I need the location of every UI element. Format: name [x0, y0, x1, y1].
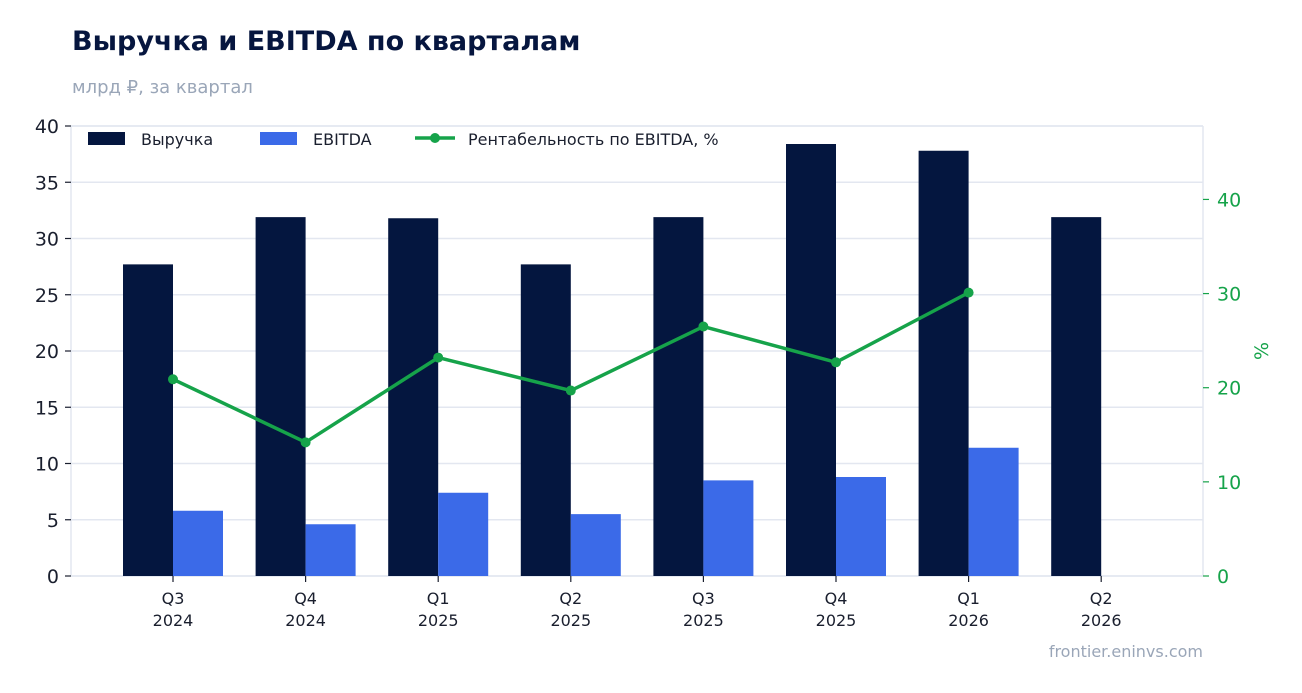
- x-tick-label-quarter: Q2: [559, 589, 582, 608]
- x-tick-label-quarter: Q3: [692, 589, 715, 608]
- x-tick-label-quarter: Q2: [1090, 589, 1113, 608]
- revenue-bar: [255, 217, 306, 576]
- margin-line: [168, 287, 974, 448]
- source-label: frontier.eninvs.com: [1048, 642, 1203, 661]
- revenue-bar: [388, 218, 439, 576]
- revenue-bar: [918, 150, 969, 576]
- legend-label-revenue: Выручка: [141, 130, 213, 149]
- revenue-bar: [1051, 217, 1102, 576]
- revenue-bar: [653, 217, 704, 576]
- legend-swatch-margin-point: [430, 133, 440, 143]
- x-tick-label-year: 2025: [683, 611, 724, 630]
- margin-point: [963, 287, 974, 298]
- margin-point: [698, 321, 709, 332]
- x-tick-label-year: 2024: [285, 611, 326, 630]
- legend-label-margin: Рентабельность по EBITDA, %: [468, 130, 719, 149]
- right-tick-label: 20: [1217, 378, 1241, 400]
- x-tick-label-quarter: Q1: [427, 589, 450, 608]
- left-tick-label: 35: [35, 172, 59, 194]
- revenue-bar: [123, 264, 173, 576]
- ebitda-bar: [305, 524, 356, 576]
- left-tick-label: 5: [47, 510, 59, 532]
- ebitda-bar: [836, 477, 886, 576]
- revenue-bar: [520, 264, 571, 576]
- x-tick-label-year: 2025: [418, 611, 459, 630]
- ebitda-bar: [173, 510, 223, 576]
- ebitda-bar: [968, 447, 1019, 576]
- chart-subtitle: млрд ₽, за квартал: [72, 77, 253, 98]
- left-tick-label: 20: [35, 341, 59, 363]
- legend-label-ebitda: EBITDA: [313, 130, 372, 149]
- right-tick-label: 40: [1217, 189, 1241, 211]
- legend-swatch-ebitda: [260, 132, 297, 145]
- x-tick-label-quarter: Q1: [957, 589, 980, 608]
- ebitda-bar: [438, 492, 489, 576]
- left-tick-label: 25: [35, 285, 59, 307]
- right-tick-label: 0: [1217, 566, 1229, 588]
- legend-swatch-revenue: [88, 132, 125, 145]
- right-axis-label: %: [1251, 342, 1273, 360]
- grid-lines: [70, 125, 1204, 577]
- margin-point: [168, 374, 178, 385]
- axes: 0510152025303540010203040%Q32024Q42024Q1…: [35, 116, 1273, 630]
- x-tick-label-quarter: Q3: [162, 589, 185, 608]
- right-tick-label: 10: [1217, 472, 1241, 494]
- left-tick-label: 10: [35, 454, 59, 476]
- left-tick-label: 15: [35, 397, 59, 419]
- x-tick-label-year: 2025: [550, 611, 591, 630]
- margin-point: [565, 385, 576, 396]
- x-tick-label-quarter: Q4: [825, 589, 848, 608]
- x-tick-label-year: 2026: [948, 611, 989, 630]
- margin-point: [300, 437, 311, 448]
- x-tick-label-year: 2024: [153, 611, 194, 630]
- x-tick-label-quarter: Q4: [294, 589, 317, 608]
- right-tick-label: 30: [1217, 284, 1241, 306]
- chart-title: Выручка и EBITDA по кварталам: [72, 26, 581, 57]
- margin-point: [831, 357, 841, 368]
- x-tick-label-year: 2026: [1081, 611, 1122, 630]
- legend: Выручка EBITDA Рентабельность по EBITDA, %: [88, 130, 719, 149]
- left-tick-label: 40: [35, 116, 59, 138]
- margin-point: [433, 352, 444, 363]
- left-tick-label: 30: [35, 229, 59, 251]
- left-tick-label: 0: [47, 566, 59, 588]
- ebitda-bar: [570, 514, 621, 576]
- x-tick-label-year: 2025: [816, 611, 857, 630]
- bars: [123, 144, 1102, 576]
- ebitda-bar: [703, 480, 754, 576]
